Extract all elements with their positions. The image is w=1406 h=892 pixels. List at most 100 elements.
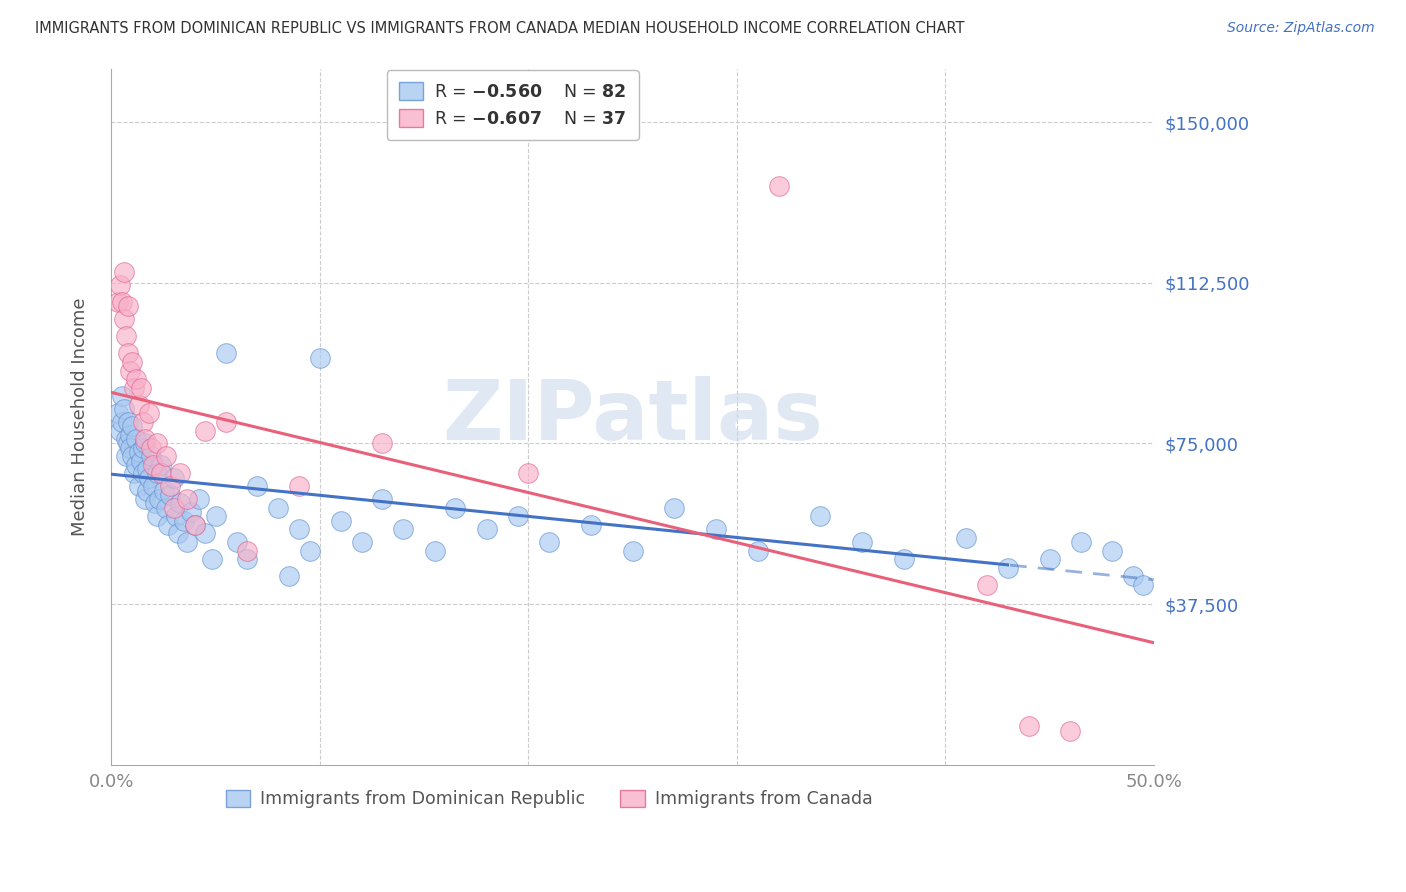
Point (138, 407, 160, 421)
Point (112, 312, 135, 326)
Point (129, 381, 152, 395)
Point (111, 295, 134, 310)
Point (747, 543, 769, 558)
Point (997, 560, 1019, 574)
Point (893, 552, 915, 566)
Point (120, 428, 142, 442)
Point (107, 295, 129, 310)
Point (150, 467, 173, 481)
Point (111, 415, 134, 429)
Point (135, 462, 157, 476)
Point (120, 363, 142, 377)
Point (117, 299, 139, 313)
Point (1122, 569, 1144, 583)
Point (128, 398, 150, 412)
Point (108, 424, 131, 438)
Point (194, 526, 217, 541)
Point (138, 471, 160, 485)
Point (139, 450, 162, 464)
Point (444, 500, 467, 515)
Point (808, 509, 831, 524)
Point (194, 424, 217, 438)
Point (156, 517, 179, 532)
Point (225, 535, 247, 549)
Point (475, 522, 498, 536)
Point (371, 436, 394, 450)
Point (298, 543, 321, 558)
Point (204, 509, 226, 524)
Point (392, 522, 415, 536)
Point (115, 450, 138, 464)
Point (517, 467, 540, 481)
Point (115, 432, 138, 446)
Point (704, 522, 727, 536)
Point (132, 415, 155, 429)
Point (134, 492, 156, 507)
Point (124, 467, 146, 481)
Point (117, 436, 139, 450)
Point (159, 488, 181, 502)
Point (976, 578, 998, 592)
Point (1070, 535, 1092, 549)
Point (246, 479, 269, 493)
Point (1101, 543, 1123, 558)
Point (215, 346, 238, 360)
Point (277, 569, 299, 583)
Point (579, 517, 602, 532)
Text: IMMIGRANTS FROM DOMINICAN REPUBLIC VS IMMIGRANTS FROM CANADA MEDIAN HOUSEHOLD IN: IMMIGRANTS FROM DOMINICAN REPUBLIC VS IM… (35, 21, 965, 36)
Point (851, 535, 873, 549)
Point (128, 479, 150, 493)
Point (146, 436, 169, 450)
Point (267, 500, 290, 515)
Point (167, 526, 190, 541)
Point (121, 419, 143, 434)
Point (129, 453, 152, 467)
Point (108, 277, 131, 292)
Point (121, 450, 143, 464)
Point (152, 483, 174, 498)
Text: ZIPatlas: ZIPatlas (441, 376, 823, 458)
Point (139, 441, 162, 455)
Point (371, 492, 394, 507)
Point (107, 407, 129, 421)
Point (121, 355, 143, 369)
Point (664, 500, 686, 515)
Point (142, 479, 165, 493)
Point (176, 492, 198, 507)
Point (236, 552, 259, 566)
Point (115, 329, 138, 343)
Point (159, 479, 181, 493)
Point (236, 543, 259, 558)
Point (184, 517, 207, 532)
Point (169, 496, 191, 510)
Y-axis label: Median Household Income: Median Household Income (72, 297, 89, 536)
Point (1132, 578, 1154, 592)
Point (329, 514, 352, 528)
Point (165, 509, 187, 524)
Point (112, 265, 135, 279)
Point (288, 522, 311, 536)
Point (155, 500, 177, 515)
Point (111, 389, 134, 403)
Point (215, 415, 238, 429)
Point (124, 381, 146, 395)
Point (184, 517, 207, 532)
Point (112, 402, 135, 417)
Point (143, 496, 166, 510)
Point (148, 492, 170, 507)
Point (155, 450, 177, 464)
Point (120, 441, 142, 455)
Point (134, 436, 156, 450)
Point (117, 415, 139, 429)
Point (1038, 552, 1060, 566)
Point (125, 458, 148, 472)
Point (135, 483, 157, 498)
Point (1018, 719, 1040, 733)
Point (146, 467, 169, 481)
Point (180, 505, 202, 519)
Point (1059, 723, 1081, 738)
Point (146, 509, 169, 524)
Point (132, 467, 155, 481)
Point (163, 500, 186, 515)
Point (150, 458, 173, 472)
